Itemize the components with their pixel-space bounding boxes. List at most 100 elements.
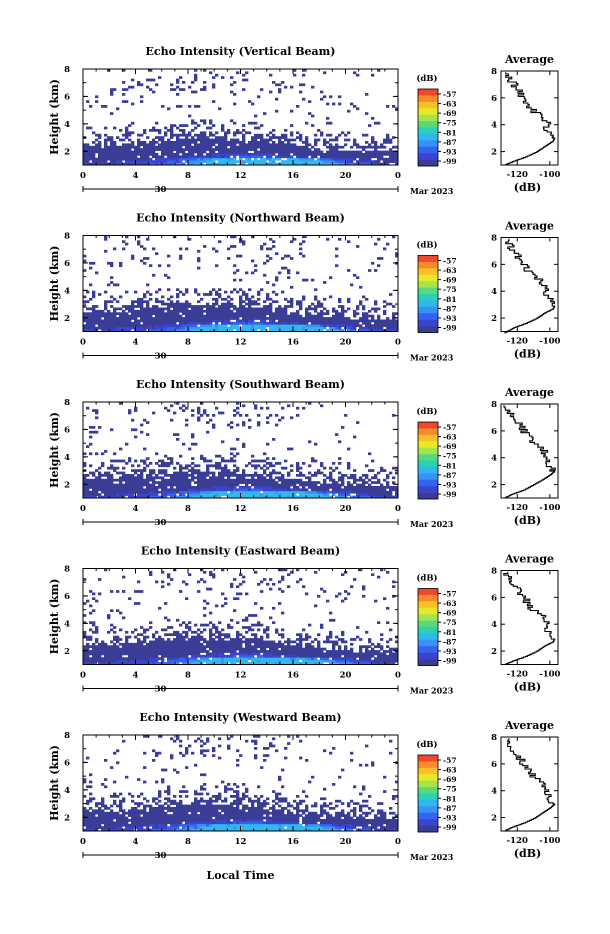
heatmap-cell: [128, 648, 131, 651]
heatmap-cell: [182, 320, 185, 323]
heatmap-cell: [212, 317, 215, 320]
heatmap-cell: [206, 141, 209, 144]
heatmap-cell: [173, 472, 176, 475]
heatmap-cell: [236, 255, 239, 258]
heatmap-cell: [260, 158, 263, 161]
heatmap-cell: [296, 303, 299, 306]
heatmap-cell: [263, 481, 266, 484]
heatmap-cell: [323, 320, 326, 323]
heatmap-cell: [371, 324, 374, 327]
heatmap-cell: [89, 308, 92, 311]
heatmap-cell: [86, 636, 89, 639]
heatmap-cell: [245, 148, 248, 151]
heatmap-cell: [92, 262, 95, 265]
heatmap-cell: [188, 143, 191, 146]
heatmap-cell: [332, 317, 335, 320]
heatmap-cell: [197, 250, 200, 253]
heatmap-cell: [176, 312, 179, 315]
heatmap-cell: [389, 491, 392, 494]
heatmap-cell: [335, 315, 338, 318]
heatmap-cell: [194, 91, 197, 94]
heatmap-cell: [200, 474, 203, 477]
heatmap-cell: [365, 322, 368, 325]
heatmap-cell: [263, 308, 266, 311]
heatmap-cell: [101, 160, 104, 163]
heatmap-cell: [170, 626, 173, 629]
heatmap-cell: [137, 638, 140, 641]
x-tick-label: 20: [340, 504, 352, 514]
heatmap-cell: [200, 298, 203, 301]
heatmap-cell: [173, 648, 176, 651]
heatmap-cell: [218, 151, 221, 154]
heatmap-cell: [194, 158, 197, 161]
heatmap-cell: [116, 317, 119, 320]
colorbar-tick-label: -81: [443, 295, 457, 304]
heatmap-cell: [317, 317, 320, 320]
heatmap-cell: [347, 317, 350, 320]
heatmap-cell: [206, 322, 209, 325]
heatmap-cell: [278, 305, 281, 308]
heatmap-cell: [149, 324, 152, 327]
heatmap-cell: [278, 322, 281, 325]
heatmap-cell: [122, 312, 125, 315]
heatmap-cell: [263, 262, 266, 265]
heatmap-cell: [179, 633, 182, 636]
heatmap-cell: [242, 79, 245, 82]
panel-title-0: Echo Intensity (Vertical Beam): [145, 45, 335, 58]
heatmap-cell: [266, 248, 269, 251]
heatmap-cell: [245, 474, 248, 477]
heatmap-cell: [191, 469, 194, 472]
heatmap-cell: [179, 148, 182, 151]
heatmap-cell: [293, 151, 296, 154]
heatmap-cell: [254, 460, 257, 463]
heatmap-cell: [257, 474, 260, 477]
heatmap-cell: [320, 320, 323, 323]
heatmap-cell: [368, 315, 371, 318]
heatmap-cell: [188, 105, 191, 108]
heatmap-cell: [83, 493, 86, 496]
heatmap-cell: [140, 488, 143, 491]
heatmap-cell: [242, 243, 245, 246]
heatmap-cell: [101, 324, 104, 327]
heatmap-cell: [149, 293, 152, 296]
heatmap-cell: [335, 488, 338, 491]
heatmap-cell: [176, 310, 179, 313]
heatmap-cell: [149, 479, 152, 482]
heatmap-cell: [125, 645, 128, 648]
heatmap-cell: [191, 443, 194, 446]
heatmap-cell: [158, 476, 161, 479]
heatmap-cell: [167, 409, 170, 412]
heatmap-cell: [314, 443, 317, 446]
heatmap-cell: [335, 491, 338, 494]
heatmap-cell: [263, 464, 266, 467]
heatmap-cell: [131, 305, 134, 308]
heatmap-cell: [92, 609, 95, 612]
heatmap-cell: [272, 141, 275, 144]
profile-title: Average: [504, 220, 554, 233]
heatmap-cell: [194, 143, 197, 146]
heatmap-cell: [233, 469, 236, 472]
heatmap-cell: [131, 493, 134, 496]
heatmap-cell: [347, 131, 350, 134]
heatmap-cell: [146, 479, 149, 482]
heatmap-cell: [251, 272, 254, 275]
heatmap-cell: [134, 472, 137, 475]
heatmap-cell: [113, 469, 116, 472]
heatmap-cell: [104, 151, 107, 154]
heatmap-cell: [161, 581, 164, 584]
heatmap-cell: [239, 298, 242, 301]
heatmap-cell: [155, 474, 158, 477]
heatmap-cell: [155, 660, 158, 663]
heatmap-cell: [275, 110, 278, 113]
heatmap-cell: [284, 312, 287, 315]
heatmap-cell: [89, 315, 92, 318]
heatmap-cell: [149, 151, 152, 154]
heatmap-cell: [95, 143, 98, 146]
heatmap-cell: [116, 151, 119, 154]
heatmap-cell: [179, 641, 182, 644]
heatmap-cell: [158, 643, 161, 646]
heatmap-cell: [152, 660, 155, 663]
heatmap-cell: [116, 160, 119, 163]
heatmap-cell: [272, 151, 275, 154]
heatmap-cell: [266, 146, 269, 149]
